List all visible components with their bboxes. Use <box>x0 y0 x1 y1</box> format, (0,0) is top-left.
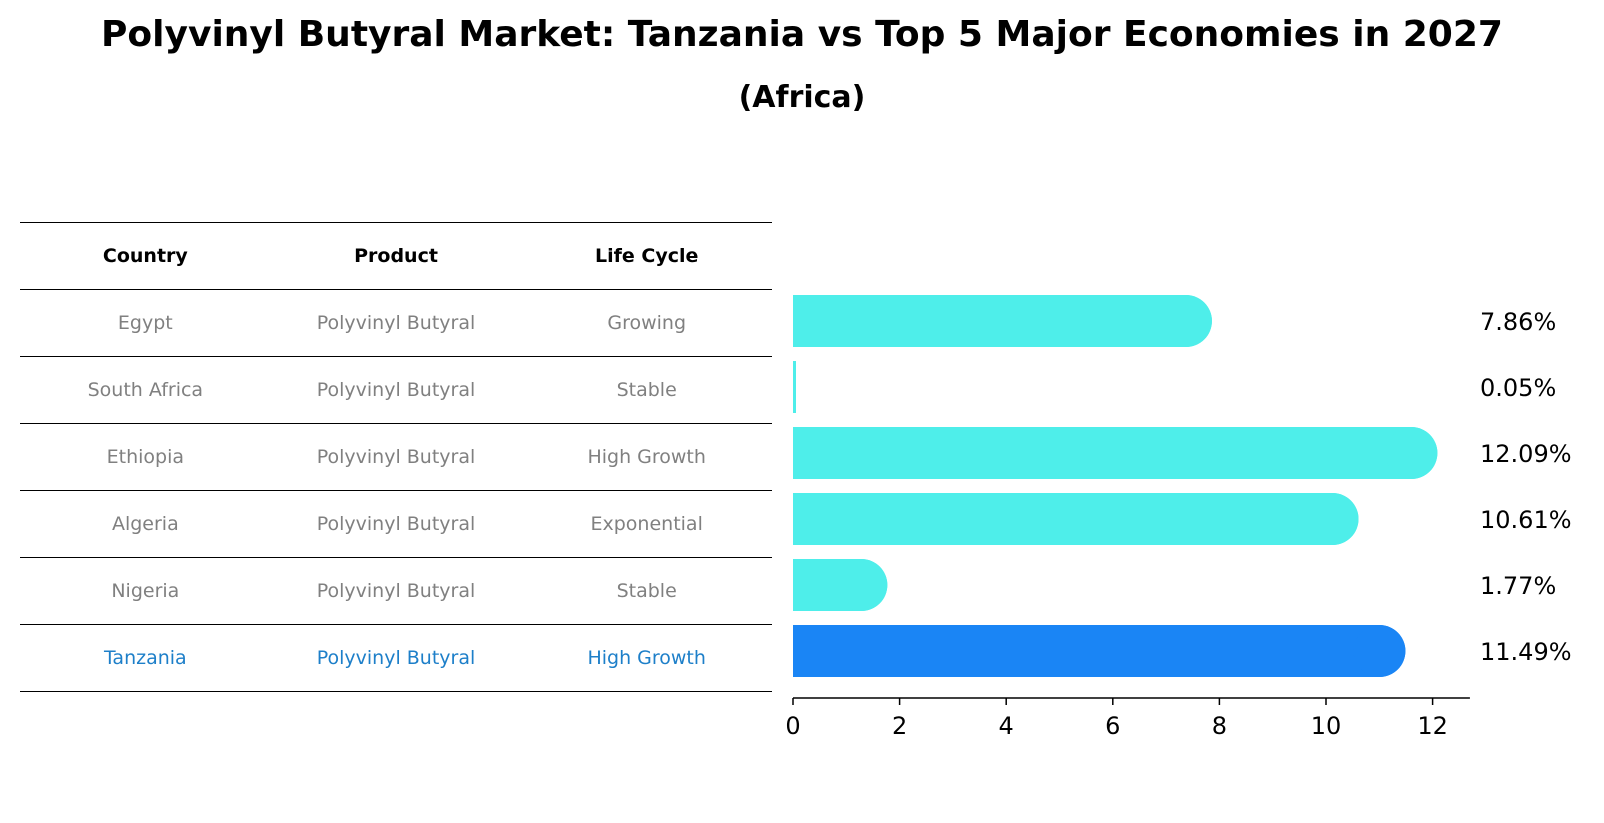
x-tick-label: 6 <box>1105 712 1120 740</box>
cell-product: Polyvinyl Butyral <box>316 312 476 334</box>
value-label-south-africa: 0.05% <box>1480 374 1556 402</box>
cell-life-cycle: Stable <box>616 580 677 602</box>
cell-life-cycle: High Growth <box>587 446 706 468</box>
x-tick-label: 8 <box>1212 712 1227 740</box>
cell-life-cycle: Growing <box>607 312 687 334</box>
table-header-row: Country Product Life Cycle <box>20 222 772 289</box>
cell-country: Tanzania <box>103 647 187 669</box>
chart-title: Polyvinyl Butyral Market: Tanzania vs To… <box>101 14 1503 55</box>
header-life-cycle: Life Cycle <box>594 245 699 267</box>
value-label-nigeria: 1.77% <box>1480 572 1556 600</box>
cell-life-cycle: Exponential <box>590 513 703 535</box>
table-row-highlight: Tanzania Polyvinyl Butyral High Growth <box>20 624 772 692</box>
chart-subtitle: (Africa) <box>738 80 866 115</box>
cell-product: Polyvinyl Butyral <box>316 513 476 535</box>
cell-product: Polyvinyl Butyral <box>316 647 476 669</box>
bar-egypt <box>793 295 1212 347</box>
country-table: Country Product Life Cycle Egypt Polyvin… <box>20 222 772 692</box>
header-country: Country <box>102 245 188 267</box>
cell-product: Polyvinyl Butyral <box>316 379 476 401</box>
table-row: Algeria Polyvinyl Butyral Exponential <box>20 490 772 557</box>
table-row: South Africa Polyvinyl Butyral Stable <box>20 356 772 423</box>
bar-cap-egypt <box>1159 295 1212 347</box>
cell-country: Ethiopia <box>106 446 185 468</box>
table-row: Nigeria Polyvinyl Butyral Stable <box>20 557 772 624</box>
value-label-egypt: 7.86% <box>1480 308 1556 336</box>
bar-ethiopia <box>793 427 1438 479</box>
bar-algeria <box>793 493 1359 545</box>
value-label-ethiopia: 12.09% <box>1480 440 1572 468</box>
x-tick-label: 12 <box>1417 712 1448 740</box>
value-label-tanzania: 11.49% <box>1480 638 1572 666</box>
cell-life-cycle: High Growth <box>587 647 706 669</box>
x-tick-label: 0 <box>785 712 800 740</box>
table-row: Ethiopia Polyvinyl Butyral High Growth <box>20 423 772 490</box>
bar-cap-nigeria <box>835 559 888 611</box>
header-product: Product <box>354 245 438 267</box>
cell-product: Polyvinyl Butyral <box>316 446 476 468</box>
cell-country: Nigeria <box>111 580 180 602</box>
bar-south-africa <box>793 361 796 413</box>
cell-country: South Africa <box>87 379 204 401</box>
cell-product: Polyvinyl Butyral <box>316 580 476 602</box>
bar-cap-tanzania <box>1353 625 1406 677</box>
cell-country: Algeria <box>111 513 179 535</box>
bar-cap-algeria <box>1306 493 1359 545</box>
x-tick-label: 2 <box>892 712 907 740</box>
value-label-algeria: 10.61% <box>1480 506 1572 534</box>
table-row: Egypt Polyvinyl Butyral Growing <box>20 289 772 356</box>
cell-country: Egypt <box>117 312 173 334</box>
bar-tanzania <box>793 625 1406 677</box>
cell-life-cycle: Stable <box>616 379 677 401</box>
bar-cap-ethiopia <box>1385 427 1438 479</box>
x-tick-label: 4 <box>999 712 1014 740</box>
x-tick-label: 10 <box>1311 712 1342 740</box>
